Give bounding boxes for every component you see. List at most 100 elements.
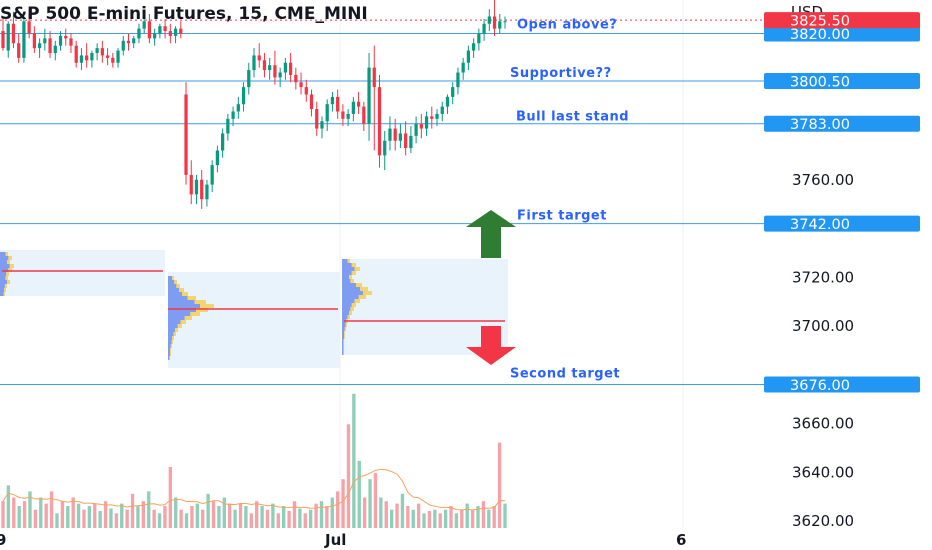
- profile-bar: [349, 311, 352, 315]
- x-tick-label: Jul: [324, 531, 346, 549]
- candle: [404, 121, 408, 156]
- candle: [210, 160, 214, 192]
- volume-profile-area: [168, 272, 340, 368]
- volume-bar: [152, 509, 156, 528]
- volume-bar: [379, 497, 383, 528]
- candle: [288, 53, 293, 83]
- level-price-badge: [764, 73, 920, 90]
- volume-bar: [93, 503, 97, 528]
- y-tick-label: 3660.00: [792, 415, 854, 433]
- volume-bar: [217, 506, 221, 528]
- volume-bar: [411, 509, 415, 528]
- candle: [22, 18, 26, 63]
- candle: [283, 57, 287, 80]
- volume-bar: [66, 506, 70, 528]
- volume-bar: [98, 510, 102, 528]
- candle: [492, 0, 497, 36]
- volume-moving-average-line: [2, 468, 506, 511]
- volume-bar: [384, 501, 388, 528]
- volume-bar: [244, 506, 248, 528]
- profile-bar: [7, 280, 10, 284]
- volume-bar: [319, 501, 324, 528]
- candle: [252, 48, 256, 78]
- profile-bar: [344, 335, 345, 339]
- profile-bar: [343, 351, 344, 355]
- profile-bar: [168, 320, 181, 324]
- profile-bar: [342, 335, 345, 339]
- time-axis[interactable]: 9 Jul 6: [0, 531, 686, 549]
- profile-bar: [342, 351, 344, 355]
- candle: [278, 67, 282, 88]
- candle: [64, 28, 68, 46]
- candle: [27, 9, 31, 39]
- profile-bar: [358, 295, 366, 299]
- candle: [477, 28, 481, 51]
- profile-bar: [342, 299, 355, 303]
- profile-bar: [342, 347, 344, 351]
- candle: [194, 174, 199, 205]
- profile-bar: [9, 264, 14, 268]
- candle: [367, 53, 371, 141]
- volume-bar: [427, 510, 432, 528]
- profile-bar: [173, 332, 176, 336]
- volume-bar: [222, 497, 226, 528]
- volume-bar: [130, 493, 135, 528]
- profile-bar: [343, 347, 344, 351]
- profile-bar: [187, 296, 196, 300]
- volume-bars: [1, 393, 507, 528]
- y-tick-label: 3700.00: [792, 317, 854, 335]
- candle: [147, 14, 152, 44]
- candle: [388, 116, 392, 151]
- level-price-badge: [764, 115, 920, 132]
- profile-bar: [342, 323, 346, 327]
- candle: [257, 43, 261, 68]
- level-annotation: Supportive??: [510, 66, 612, 81]
- volume-bar: [470, 509, 475, 528]
- level-lines: [0, 33, 765, 385]
- profile-bar: [0, 260, 7, 264]
- candle: [100, 40, 104, 63]
- profile-bar: [342, 275, 349, 279]
- profile-bar: [342, 303, 352, 307]
- profile-bar: [5, 276, 8, 280]
- level-annotations: Second target First target Open above? Supp…: [510, 18, 629, 382]
- volume-bar: [136, 506, 140, 528]
- profile-bar: [3, 292, 5, 296]
- volume-bar: [174, 497, 178, 528]
- candle: [362, 101, 366, 131]
- candle: [315, 101, 319, 136]
- level-annotation: First target: [517, 209, 607, 224]
- current-price-badge: [764, 12, 920, 29]
- profile-bar: [342, 295, 359, 299]
- profile-bar: [172, 336, 174, 340]
- candle: [299, 72, 303, 95]
- candle: [409, 126, 413, 153]
- volume-bar: [49, 491, 54, 528]
- volume-bar: [492, 506, 496, 528]
- volume-bar: [44, 503, 48, 528]
- profile-bar: [347, 259, 350, 263]
- profile-bar: [351, 271, 356, 275]
- profile-bar: [170, 344, 172, 348]
- volume-bar: [255, 501, 259, 528]
- candle: [142, 18, 146, 34]
- volume-bar: [103, 501, 108, 528]
- profile-bar: [172, 276, 174, 280]
- profile-bar: [5, 252, 8, 256]
- volume-profile-area: [342, 259, 508, 355]
- profile-bar: [343, 343, 344, 347]
- volume-bar: [260, 506, 264, 528]
- level-price-label: 3676.00: [790, 378, 850, 394]
- volume-bar: [17, 506, 21, 528]
- profile-bar: [168, 304, 201, 308]
- profile-bar: [168, 352, 171, 356]
- candle: [90, 50, 94, 68]
- candle: [273, 50, 277, 85]
- profile-bar: [342, 291, 363, 295]
- volume-bar: [190, 506, 194, 528]
- candle: [383, 131, 387, 170]
- candle: [487, 9, 491, 32]
- profile-bar: [175, 328, 178, 332]
- profile-bar: [170, 352, 171, 356]
